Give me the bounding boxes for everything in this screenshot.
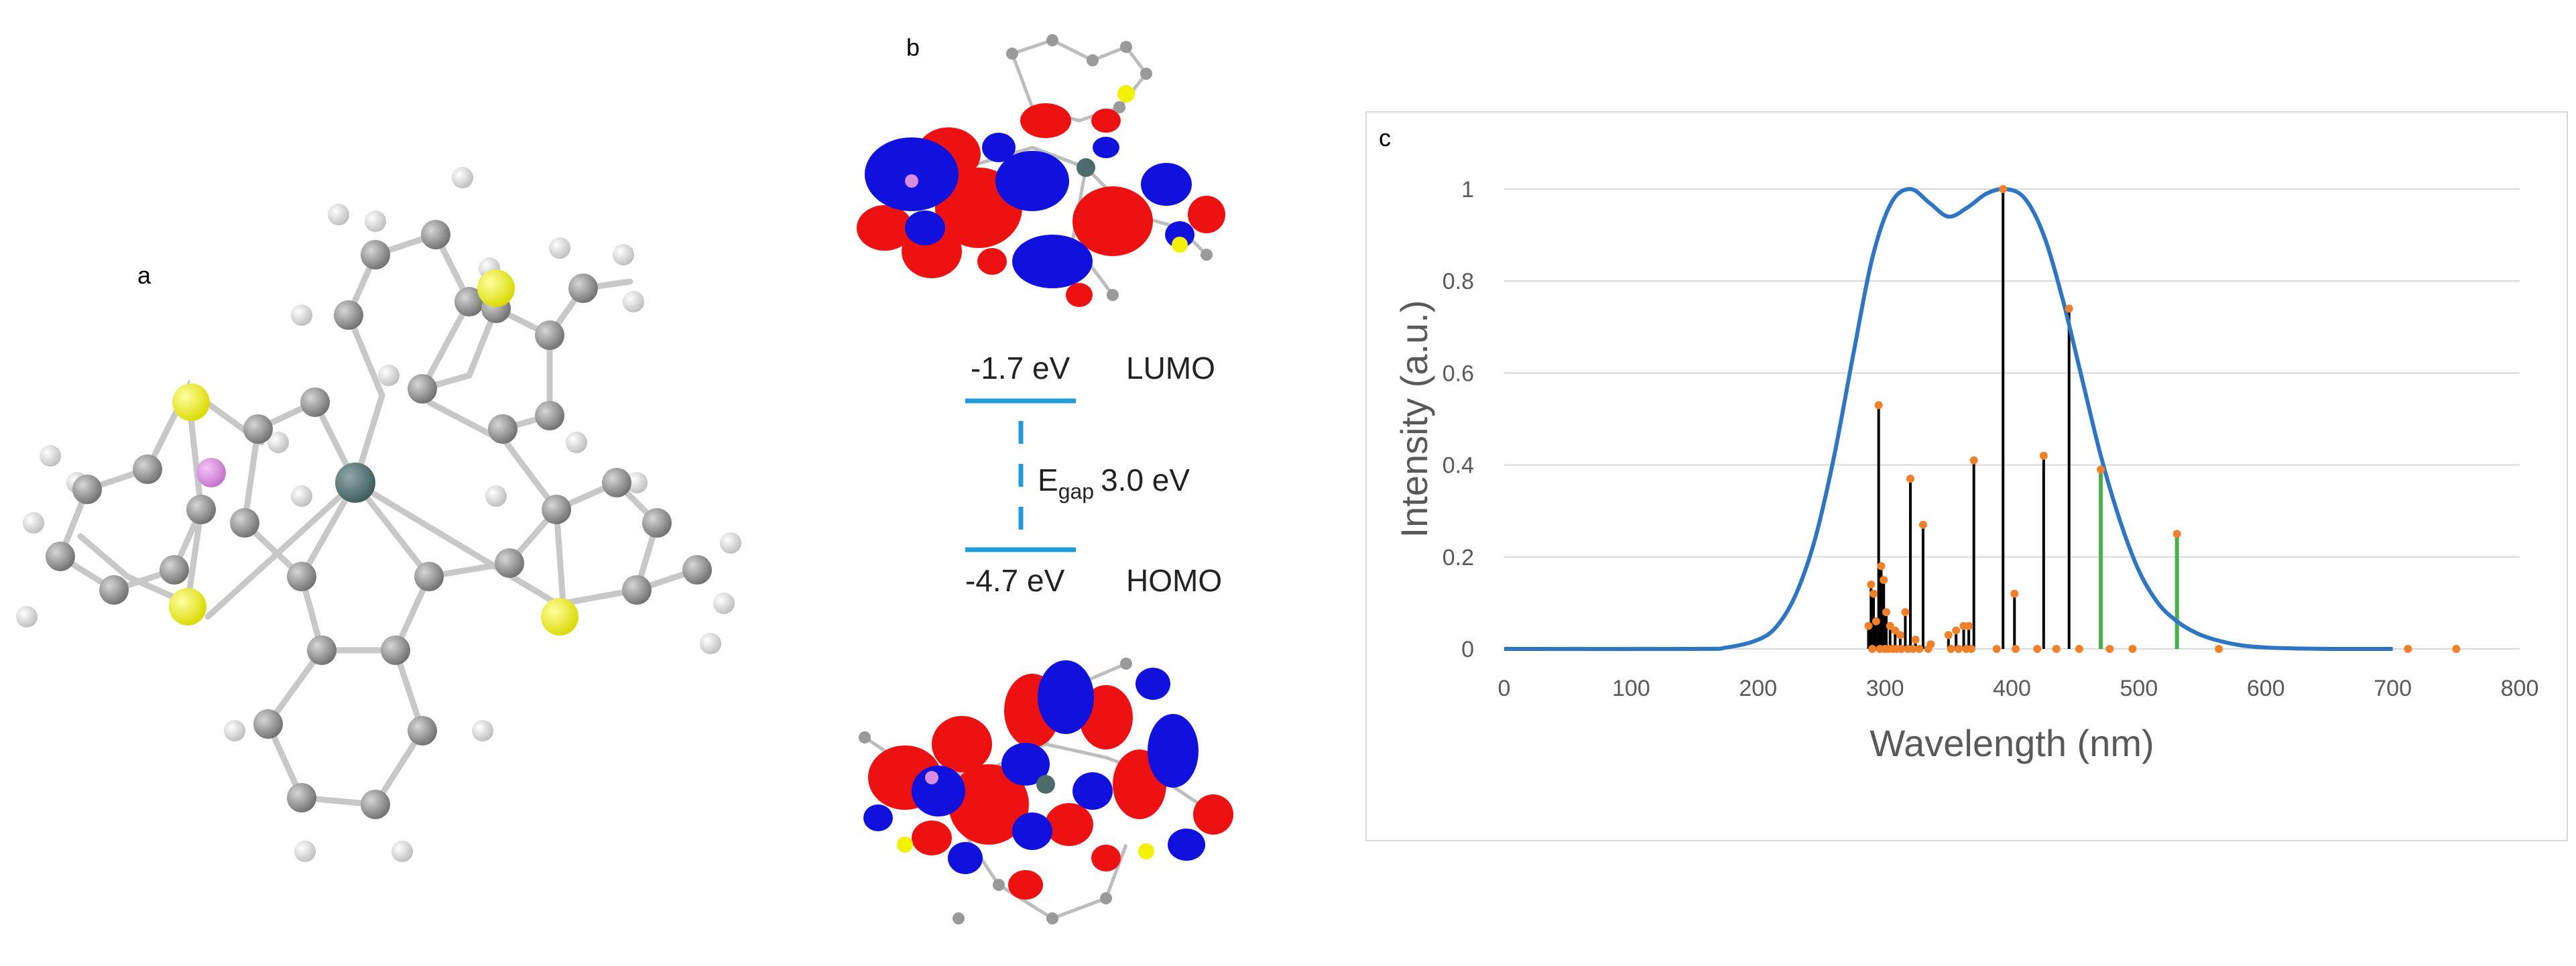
chart-gridlines [1504,188,2520,650]
molecule-atoms [16,167,741,862]
y-tick-label: 0.6 [1443,361,1474,386]
energy-level-diagram: -1.7 eV LUMO Egap 3.0 eV -4.7 eV HOMO [965,351,1222,598]
y-tick-label: 0.8 [1443,269,1474,294]
spectrum-line-layer [1504,186,2393,652]
transition-marker [1954,645,1963,653]
x-tick-label: 0 [1498,676,1511,701]
transition-markers [1864,185,2461,653]
transition-marker [1967,645,1975,653]
spectrum-line [1504,186,2393,652]
x-tick-label: 500 [2120,676,2158,701]
transition-marker [2033,645,2042,653]
transition-marker [2404,645,2412,653]
transition-marker [1867,580,1876,589]
molecule-structure [16,167,741,862]
gap-symbol: E [1038,463,1058,497]
y-tick-label: 0.2 [1443,545,1474,570]
transition-marker [1969,456,1978,465]
x-tick-label: 200 [1739,676,1777,701]
y-tick-labels: 0 0.2 0.4 0.6 0.8 1 [1443,177,1474,662]
transition-marker [1908,645,1917,653]
lumo-orbital-image [857,34,1225,307]
transition-marker [1944,631,1953,640]
transition-marker [1872,617,1880,625]
x-tick-label: 400 [1993,676,2031,701]
transition-marker [2052,645,2061,653]
transition-marker [1896,631,1904,640]
transition-marker [1952,626,1961,635]
transition-marker [1880,576,1888,585]
panel-a-label: a [137,261,151,289]
transition-marker [2075,645,2083,653]
transition-marker [2039,451,2048,460]
spectrum-chart: c 0 0.2 0.4 0.6 0.8 1 0 100 200 300 400 500 600 700 8… [1379,124,2539,764]
transition-marker [2128,645,2137,653]
transition-marker [2010,589,2019,598]
y-tick-label: 1 [1461,177,1474,202]
transition-marker [2065,304,2073,313]
transition-marker [1869,589,1878,598]
y-tick-label: 0.4 [1443,453,1474,479]
spectrum-chart-panel: c 0 0.2 0.4 0.6 0.8 1 0 100 200 300 400 500 600 700 8… [1365,111,2568,841]
transition-marker [1864,621,1873,630]
transition-marker [1874,401,1883,410]
gap-label: Egap 3.0 eV [1038,463,1190,503]
transition-marker [1915,645,1924,653]
transition-marker [2172,530,2181,538]
molecule-bonds [56,231,700,808]
x-tick-label: 300 [1866,676,1904,701]
lumo-energy-value: -1.7 eV [971,351,1070,385]
lumo-label: LUMO [1126,351,1215,385]
y-tick-label: 0 [1461,637,1474,662]
panel-b-label: b [906,34,920,61]
gap-subscript: gap [1058,479,1094,503]
homo-label: HOMO [1126,563,1222,598]
transition-marker [1999,185,2008,193]
transition-marker [1901,608,1910,617]
gap-value: 3.0 eV [1101,463,1190,497]
transition-marker [1877,562,1886,570]
transition-marker [1947,645,1955,653]
homo-energy-value: -4.7 eV [965,563,1065,598]
transition-marker [1882,608,1891,617]
transition-sticks [1867,189,2179,649]
x-axis-title: Wavelength (nm) [1869,722,2154,764]
transition-marker [1906,475,1914,483]
transition-marker [1897,645,1906,653]
transition-marker [2012,645,2020,653]
x-tick-label: 700 [2374,676,2412,701]
x-tick-label: 600 [2247,676,2285,701]
transition-marker [1911,636,1920,644]
transition-marker [1918,520,1927,529]
transition-marker [2105,645,2114,653]
transition-marker [2452,645,2461,653]
transition-marker [1965,621,1973,630]
transition-marker [1868,645,1877,653]
x-tick-label: 100 [1612,676,1650,701]
transition-marker [1992,645,2001,653]
x-tick-label: 800 [2501,676,2539,701]
x-tick-labels: 0 100 200 300 400 500 600 700 800 [1498,676,2539,701]
y-axis-title: Intensity (a.u.) [1393,300,1435,538]
panel-c-label: c [1379,124,1391,152]
transition-marker [1924,645,1933,653]
transition-marker [2097,465,2105,474]
homo-orbital-image [859,658,1233,924]
transition-marker [2215,645,2223,653]
